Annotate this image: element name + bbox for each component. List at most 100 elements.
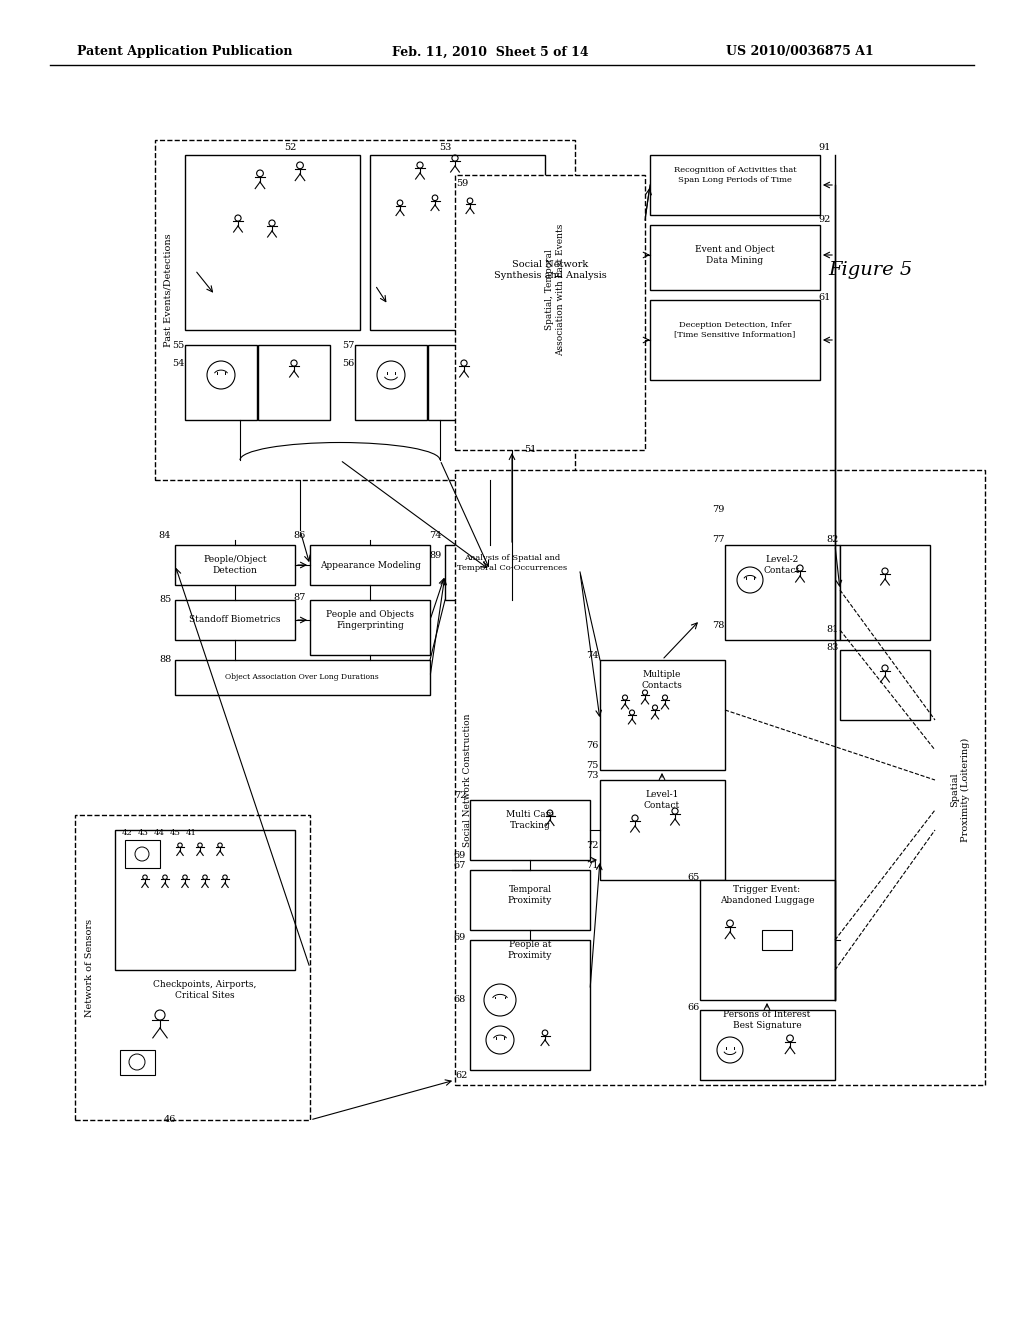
Text: Social Network
Synthesis and Analysis: Social Network Synthesis and Analysis bbox=[494, 260, 606, 280]
Bar bbox=[310, 545, 430, 585]
Bar bbox=[470, 940, 590, 1071]
Bar bbox=[455, 176, 645, 450]
Bar bbox=[762, 931, 792, 950]
Text: 69: 69 bbox=[454, 850, 466, 859]
Text: Feb. 11, 2010  Sheet 5 of 14: Feb. 11, 2010 Sheet 5 of 14 bbox=[392, 45, 589, 58]
Bar bbox=[355, 345, 427, 420]
Bar bbox=[115, 830, 295, 970]
Text: 72: 72 bbox=[454, 791, 466, 800]
Text: 45: 45 bbox=[170, 829, 180, 837]
Text: 46: 46 bbox=[164, 1115, 176, 1125]
Text: Standoff Biometrics: Standoff Biometrics bbox=[189, 615, 281, 624]
Text: 76: 76 bbox=[586, 741, 598, 750]
Text: 74: 74 bbox=[429, 531, 441, 540]
Bar bbox=[840, 649, 930, 719]
Bar bbox=[120, 1049, 155, 1074]
Text: Recognition of Activities that
Span Long Periods of Time: Recognition of Activities that Span Long… bbox=[674, 166, 797, 183]
Text: People/Object
Detection: People/Object Detection bbox=[203, 556, 267, 574]
Text: US 2010/0036875 A1: US 2010/0036875 A1 bbox=[726, 45, 873, 58]
Text: Appearance Modeling: Appearance Modeling bbox=[319, 561, 421, 569]
Bar bbox=[175, 660, 430, 696]
Text: People at
Proximity: People at Proximity bbox=[508, 940, 552, 960]
Text: 54: 54 bbox=[172, 359, 184, 367]
Text: Multi Cam
Tracking: Multi Cam Tracking bbox=[506, 810, 554, 830]
Text: 91: 91 bbox=[819, 144, 831, 153]
Text: Figure 5: Figure 5 bbox=[827, 261, 912, 279]
Text: 85: 85 bbox=[159, 595, 171, 605]
Bar bbox=[370, 154, 545, 330]
Text: Patent Application Publication: Patent Application Publication bbox=[77, 45, 293, 58]
Text: Multiple
Contacts: Multiple Contacts bbox=[642, 671, 682, 689]
Text: 87: 87 bbox=[294, 594, 306, 602]
Bar bbox=[185, 154, 360, 330]
Text: Level-1
Contact: Level-1 Contact bbox=[644, 791, 680, 809]
Bar bbox=[840, 545, 930, 640]
Bar bbox=[650, 300, 820, 380]
Bar bbox=[700, 880, 835, 1001]
Bar bbox=[175, 545, 295, 585]
Text: Spatial
Proximity (Loitering): Spatial Proximity (Loitering) bbox=[950, 738, 970, 842]
Text: Analysis of Spatial and
Temporal Co-Occurrences: Analysis of Spatial and Temporal Co-Occu… bbox=[457, 554, 567, 572]
Text: 51: 51 bbox=[524, 446, 537, 454]
Text: Deception Detection, Infer
[Time Sensitive Information]: Deception Detection, Infer [Time Sensiti… bbox=[675, 321, 796, 339]
Bar bbox=[175, 601, 295, 640]
Bar bbox=[310, 601, 430, 655]
Text: 74: 74 bbox=[586, 651, 598, 660]
Text: 71: 71 bbox=[586, 861, 598, 870]
Bar bbox=[75, 814, 310, 1119]
Bar bbox=[700, 1010, 835, 1080]
Text: 56: 56 bbox=[342, 359, 354, 367]
Text: 77: 77 bbox=[712, 536, 724, 544]
Text: 79: 79 bbox=[712, 506, 724, 515]
Text: Checkpoints, Airports,
Critical Sites: Checkpoints, Airports, Critical Sites bbox=[154, 981, 257, 999]
Text: 89: 89 bbox=[429, 550, 441, 560]
Text: Level-2
Contact: Level-2 Contact bbox=[764, 556, 800, 574]
Bar bbox=[428, 345, 500, 420]
Text: 42: 42 bbox=[122, 829, 132, 837]
Bar bbox=[258, 345, 330, 420]
Text: 73: 73 bbox=[586, 771, 598, 780]
Bar bbox=[155, 140, 575, 480]
Bar bbox=[725, 545, 840, 640]
Text: 81: 81 bbox=[826, 626, 840, 635]
Text: Trigger Event:
Abandoned Luggage: Trigger Event: Abandoned Luggage bbox=[720, 886, 814, 904]
Text: 59: 59 bbox=[456, 178, 468, 187]
Bar bbox=[185, 345, 257, 420]
Text: People and Objects
Fingerprinting: People and Objects Fingerprinting bbox=[326, 610, 414, 630]
Text: 75: 75 bbox=[586, 760, 598, 770]
Text: 41: 41 bbox=[185, 829, 197, 837]
Bar bbox=[470, 870, 590, 931]
Bar bbox=[470, 800, 590, 861]
Text: 83: 83 bbox=[826, 644, 840, 652]
Text: 67: 67 bbox=[454, 861, 466, 870]
Text: 84: 84 bbox=[159, 531, 171, 540]
Text: 82: 82 bbox=[826, 536, 840, 544]
Text: Event and Object
Data Mining: Event and Object Data Mining bbox=[695, 246, 775, 265]
Text: 72: 72 bbox=[586, 841, 598, 850]
Text: 57: 57 bbox=[342, 341, 354, 350]
Text: Object Association Over Long Durations: Object Association Over Long Durations bbox=[225, 673, 379, 681]
Bar bbox=[600, 780, 725, 880]
Text: Past Events/Detections: Past Events/Detections bbox=[164, 234, 172, 347]
Text: 66: 66 bbox=[687, 1003, 699, 1012]
Text: 62: 62 bbox=[456, 1071, 468, 1080]
Bar bbox=[455, 470, 985, 1085]
Bar bbox=[650, 154, 820, 215]
Text: 69: 69 bbox=[454, 933, 466, 942]
Text: 53: 53 bbox=[439, 144, 452, 153]
Text: Spatial, Temporal
Association with Past Events: Spatial, Temporal Association with Past … bbox=[546, 224, 564, 356]
Text: 88: 88 bbox=[159, 656, 171, 664]
Bar bbox=[600, 660, 725, 770]
Text: 55: 55 bbox=[172, 341, 184, 350]
Text: 61: 61 bbox=[819, 293, 831, 302]
Bar bbox=[125, 840, 160, 869]
Text: 86: 86 bbox=[294, 531, 306, 540]
Text: Persons of Interest
Best Signature: Persons of Interest Best Signature bbox=[723, 1010, 811, 1030]
Text: 65: 65 bbox=[687, 874, 699, 883]
Text: Temporal
Proximity: Temporal Proximity bbox=[508, 886, 552, 904]
Text: 92: 92 bbox=[819, 215, 831, 224]
Text: 43: 43 bbox=[137, 829, 148, 837]
Bar bbox=[445, 545, 580, 601]
Text: 78: 78 bbox=[712, 620, 724, 630]
Text: Network of Sensors: Network of Sensors bbox=[85, 919, 94, 1018]
